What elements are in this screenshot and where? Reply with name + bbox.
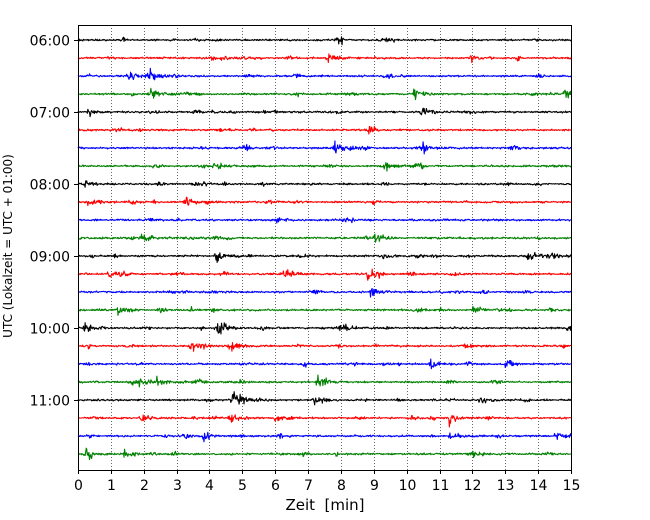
trace-8 [77, 180, 572, 188]
x-tick-label-7: 7 [304, 478, 313, 494]
trace-0 [77, 36, 572, 46]
y-tick-label-5: 11:00 [30, 394, 70, 410]
trace-20 [77, 391, 572, 406]
y-tick-label-4: 10:00 [30, 322, 70, 338]
x-tick-label-9: 9 [370, 478, 379, 494]
y-axis-ticks: 06:00 07:00 08:00 09:00 10:00 11:00 [30, 34, 78, 410]
x-tick-label-13: 13 [497, 478, 515, 494]
y-tick-label-0: 06:00 [30, 34, 70, 50]
trace-16 [77, 322, 572, 335]
trace-6 [77, 140, 572, 155]
x-tick-label-14: 14 [530, 478, 548, 494]
trace-11 [77, 233, 572, 243]
x-axis-ticks: 0 1 2 3 4 5 6 7 8 9 10 11 12 13 14 15 [74, 470, 580, 494]
trace-3 [77, 87, 572, 101]
trace-10 [77, 217, 572, 224]
y-tick-label-3: 09:00 [30, 250, 70, 266]
trace-7 [78, 162, 572, 172]
trace-13 [77, 268, 572, 281]
x-tick-label-2: 2 [140, 478, 149, 494]
trace-21 [77, 414, 572, 428]
trace-22 [77, 431, 572, 443]
x-axis-title: Zeit [min] [285, 496, 364, 514]
x-tick-label-6: 6 [271, 478, 280, 494]
x-tick-label-1: 1 [107, 478, 116, 494]
trace-17 [77, 342, 572, 352]
y-axis-title: UTC (Lokalzeit = UTC + 01:00) [1, 154, 15, 338]
x-tick-label-5: 5 [238, 478, 247, 494]
trace-2 [77, 67, 572, 81]
x-tick-label-4: 4 [205, 478, 214, 494]
trace-9 [77, 196, 572, 207]
x-tick-label-12: 12 [464, 478, 482, 494]
y-tick-label-1: 07:00 [30, 106, 70, 122]
trace-layer [77, 36, 572, 461]
trace-23 [77, 447, 572, 461]
x-tick-label-8: 8 [337, 478, 346, 494]
trace-4 [77, 107, 571, 118]
trace-12 [77, 251, 572, 264]
x-tick-label-11: 11 [432, 478, 450, 494]
plot-frame [78, 25, 572, 471]
trace-1 [77, 53, 572, 64]
trace-5 [77, 125, 572, 135]
x-tick-label-10: 10 [399, 478, 417, 494]
x-tick-label-3: 3 [173, 478, 182, 494]
trace-14 [77, 288, 572, 298]
trace-18 [77, 358, 572, 370]
x-tick-label-15: 15 [563, 478, 581, 494]
trace-19 [77, 374, 572, 388]
x-tick-label-0: 0 [74, 478, 83, 494]
vertical-grid [111, 25, 539, 470]
y-tick-label-2: 08:00 [30, 178, 70, 194]
trace-15 [77, 305, 572, 316]
